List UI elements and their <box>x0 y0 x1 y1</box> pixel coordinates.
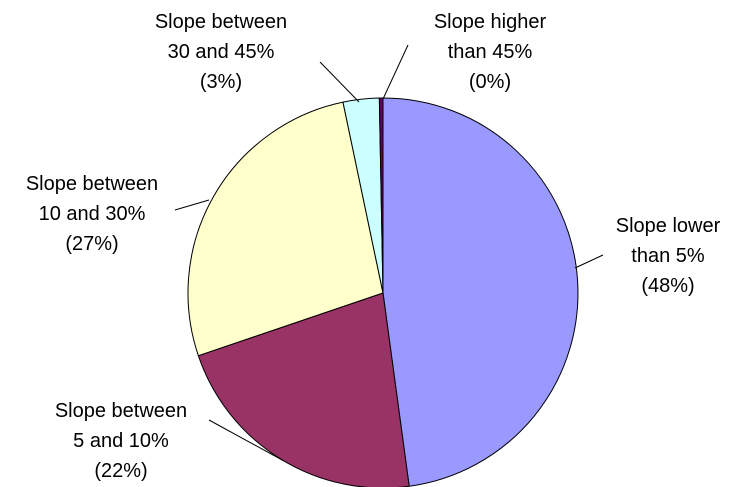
slice-label-line: Slope between <box>55 400 187 422</box>
leader-line-slope-between-10-and-30 <box>174 199 210 211</box>
slice-label-line: Slope lower <box>616 215 721 237</box>
slice-label-line: than 5% <box>631 245 705 267</box>
slice-label-line: (27%) <box>65 233 118 255</box>
slice-label-line: (22%) <box>94 460 147 482</box>
slice-labels: Slope lower than 5% (48%) Slope between 5 an… <box>26 11 721 482</box>
leader-lines <box>174 44 604 462</box>
leader-line-slope-between-5-and-10 <box>208 419 285 462</box>
leader-line-slope-lower-than-5 <box>574 254 604 269</box>
slice-label-line: (0%) <box>469 71 511 93</box>
slice-label-line: (3%) <box>200 71 242 93</box>
slice-label-slope-between-30-and-45: Slope between 30 and 45% (3%) <box>155 11 287 93</box>
leader-line-slope-between-30-and-45 <box>319 61 360 103</box>
slice-label-slope-lower-than-5: Slope lower than 5% (48%) <box>616 215 721 297</box>
slice-label-line: Slope between <box>26 173 158 195</box>
pie-slice-slope-between-10-and-30 <box>187 101 384 357</box>
slice-label-line: (48%) <box>641 275 694 297</box>
slice-label-line: 5 and 10% <box>73 430 169 452</box>
slice-label-line: than 45% <box>448 41 533 63</box>
slice-label-line: Slope between <box>155 11 287 33</box>
slice-label-slope-higher-than-45: Slope higher than 45% (0%) <box>434 11 547 93</box>
slice-label-line: Slope higher <box>434 11 547 33</box>
slice-label-slope-between-10-and-30: Slope between 10 and 30% (27%) <box>26 173 158 255</box>
slice-label-line: 30 and 45% <box>168 41 275 63</box>
pie-slices <box>187 97 579 487</box>
leader-line-slope-higher-than-45 <box>382 44 409 100</box>
pie-slice-slope-lower-than-5 <box>382 97 579 487</box>
slice-label-slope-between-5-and-10: Slope between 5 and 10% (22%) <box>55 400 187 482</box>
slice-label-line: 10 and 30% <box>39 203 146 225</box>
